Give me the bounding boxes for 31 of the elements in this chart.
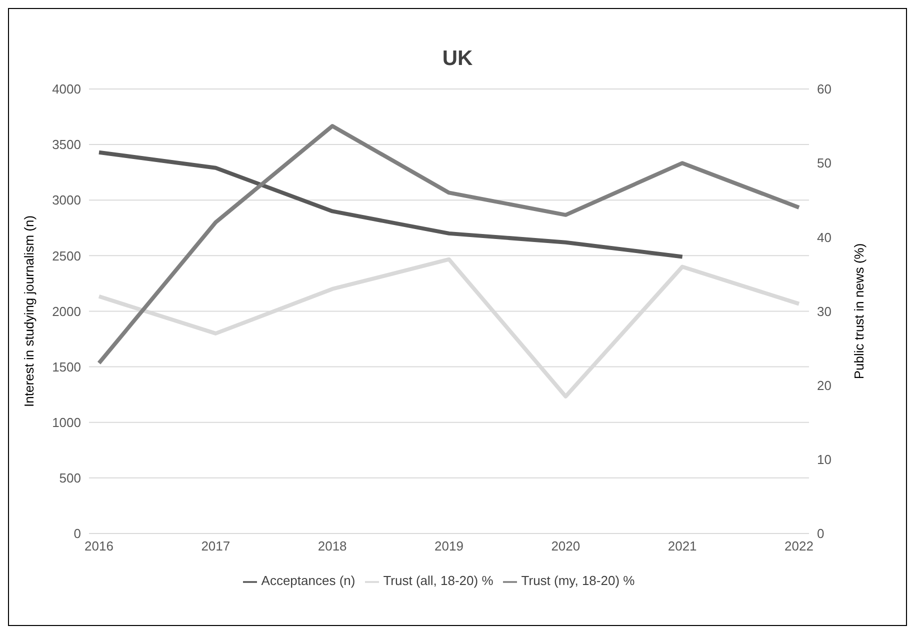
y2-tick-label: 10 <box>817 452 832 467</box>
x-tick-label: 2018 <box>318 538 347 554</box>
chart-title: UK <box>441 47 474 71</box>
y-tick-label: 3000 <box>52 192 81 208</box>
line-series <box>97 150 684 259</box>
legend-label: Trust (my, 18-20) % <box>521 573 635 588</box>
y-tick-label: 500 <box>59 470 81 486</box>
y-tick-label: 3500 <box>52 137 81 152</box>
y-tick-label: 2000 <box>52 304 81 319</box>
line-series <box>97 124 801 366</box>
legend-label: Acceptances (n) <box>261 573 356 588</box>
y2-tick-label: 40 <box>817 230 832 245</box>
x-tick-label: 2017 <box>201 538 230 554</box>
legend-label: Trust (all, 18-20) % <box>383 573 494 588</box>
x-tick-label: 2019 <box>434 538 464 554</box>
y-tick-label: 4000 <box>52 82 81 97</box>
y-tick-label: 1500 <box>52 359 81 374</box>
y-tick-label: 1000 <box>52 414 81 430</box>
y2-tick-label: 0 <box>817 526 824 542</box>
y-tick-label: 0 <box>74 526 81 542</box>
x-tick-label: 2016 <box>84 538 114 554</box>
x-tick-label: 2022 <box>784 538 814 554</box>
x-tick-label: 2021 <box>668 538 697 554</box>
y2-tick-label: 30 <box>817 304 832 319</box>
x-tick-label: 2020 <box>551 538 580 554</box>
y-axis-title: Interest in studying journalism (n) <box>22 215 37 407</box>
y2-tick-label: 50 <box>817 156 832 171</box>
y2-tick-label: 20 <box>817 378 832 393</box>
y2-tick-label: 60 <box>817 82 832 97</box>
y2-axis-title: Public trust in news (%) <box>852 243 867 380</box>
y-tick-label: 2500 <box>52 248 81 264</box>
